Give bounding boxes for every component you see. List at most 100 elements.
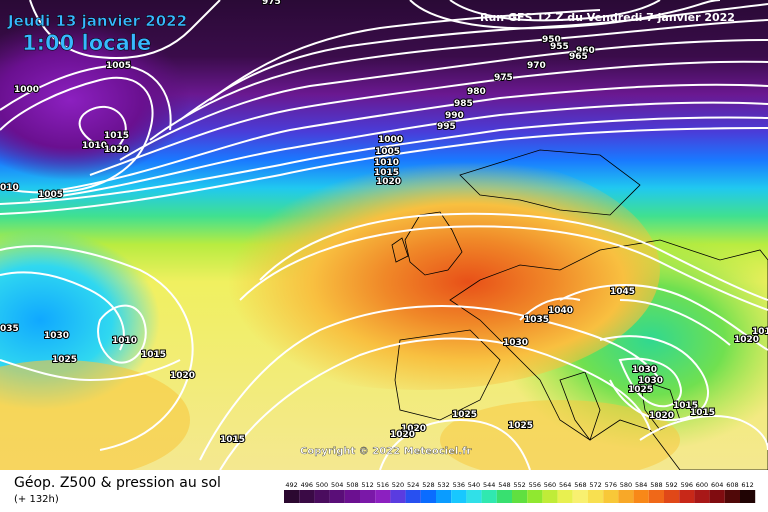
scale-label: 588 (650, 481, 662, 489)
scale-swatch (724, 490, 740, 503)
isobar-label: 960 (576, 46, 595, 56)
scale-swatch (314, 490, 330, 503)
isobar-label: 1015 (141, 350, 166, 360)
map-title: Géop. Z500 & pression au sol (14, 475, 221, 491)
isobar-label: 1010 (374, 158, 399, 168)
pressure-labels: 975 1005 1000 1015 1010 1020 010 1005 95… (0, 0, 768, 446)
scale-swatch (436, 490, 452, 503)
scale-label: 504 (331, 481, 343, 489)
isobar-label: 1025 (52, 355, 77, 365)
isobar-label: 1030 (503, 338, 528, 348)
scale-swatch (679, 490, 695, 503)
isobar-label: 1025 (508, 421, 533, 431)
color-scale: 492 496 500 504 508 512 516 520 524 528 532 536 540 5… (284, 481, 756, 503)
scale-swatch (390, 490, 406, 503)
isobar-label: 1000 (14, 85, 39, 95)
scale-swatch (648, 490, 664, 503)
isobar-label: 1010 (112, 336, 137, 346)
scale-label: 516 (377, 481, 389, 489)
isobar-label: 1020 (390, 430, 415, 440)
scale-swatch (694, 490, 710, 503)
scale-swatch (284, 490, 300, 503)
scale-label: 500 (316, 481, 328, 489)
isobar-label: 1000 (378, 135, 403, 145)
isobar-label: 1020 (104, 145, 129, 155)
isobar-label: 965 (569, 52, 588, 62)
scale-swatch (633, 490, 649, 503)
scale-swatch (299, 490, 315, 503)
warm-area-south (440, 400, 680, 470)
isobar-label: 1025 (628, 385, 653, 395)
isobar-label: 970 (527, 61, 546, 71)
isobar-label: 1020 (170, 371, 195, 381)
scale-label: 492 (285, 481, 297, 489)
isobar-label: 1010 (82, 141, 107, 151)
weather-map: 975 1005 1000 1015 1010 1020 010 1005 95… (0, 0, 768, 470)
isobar-label: 1015 (673, 401, 698, 411)
scale-swatch (664, 490, 680, 503)
isobar-label: 1030 (638, 376, 663, 386)
scale-swatch (603, 490, 619, 503)
scale-label: 612 (741, 481, 753, 489)
isobar-label: 1025 (452, 410, 477, 420)
isobar-label: 1005 (375, 147, 400, 157)
scale-swatch (420, 490, 436, 503)
scale-swatch (542, 490, 558, 503)
valid-date: Jeudi 13 janvier 2022 (7, 12, 187, 30)
scale-label: 600 (696, 481, 708, 489)
low-pressure-area (0, 20, 190, 180)
scale-label: 560 (544, 481, 556, 489)
scale-swatch (360, 490, 376, 503)
scale-label: 528 (422, 481, 434, 489)
scale-swatch (527, 490, 543, 503)
isobar-label: 1045 (610, 287, 635, 297)
scale-label: 508 (346, 481, 358, 489)
isobar-label: 1015 (690, 408, 715, 418)
isobar-label: 1005 (106, 61, 131, 71)
scale-label: 536 (453, 481, 465, 489)
scale-swatch (740, 490, 756, 503)
scale-label: 532 (437, 481, 449, 489)
scale-label: 548 (498, 481, 510, 489)
copyright: Copyright © 2022 Meteociel.fr (300, 446, 471, 457)
scale-label: 604 (711, 481, 723, 489)
coastlines (391, 149, 768, 470)
scale-swatch (375, 490, 391, 503)
scale-label: 540 (468, 481, 480, 489)
isobar-label: 035 (0, 324, 19, 334)
isobar-label: 990 (445, 111, 464, 121)
isobar-label: 985 (454, 99, 473, 109)
isobar-label: 1015 (374, 168, 399, 178)
isobar-label: 1040 (548, 306, 573, 316)
ridge-area (180, 150, 660, 390)
scale-swatch (481, 490, 497, 503)
isobar-label: 980 (467, 87, 486, 97)
scale-swatch (451, 490, 467, 503)
scale-swatch (466, 490, 482, 503)
warm-area-southwest (0, 360, 190, 470)
isobar-label: 1030 (44, 331, 69, 341)
scale-label: 512 (361, 481, 373, 489)
isobar-label: 1020 (401, 424, 426, 434)
isobar-label: 975 (494, 73, 513, 83)
scale-label: 580 (620, 481, 632, 489)
isobar-label: 1020 (734, 335, 759, 345)
isobar-label: 950 (542, 35, 561, 45)
isobar-label: 1020 (376, 177, 401, 187)
scale-swatch (405, 490, 421, 503)
scale-label: 544 (483, 481, 495, 489)
scale-swatch (329, 490, 345, 503)
scale-label: 568 (574, 481, 586, 489)
scale-swatch (557, 490, 573, 503)
isobar-label: 1030 (632, 365, 657, 375)
scale-label: 596 (681, 481, 693, 489)
scale-swatch (496, 490, 512, 503)
isobar-label: 1005 (38, 190, 63, 200)
scale-label: 576 (605, 481, 617, 489)
isobar-label: 975 (262, 0, 281, 7)
isobar-label: 1020 (649, 411, 674, 421)
isobar-label: 1015 (104, 131, 129, 141)
scale-label: 556 (529, 481, 541, 489)
scale-swatch (709, 490, 725, 503)
scale-swatch (618, 490, 634, 503)
